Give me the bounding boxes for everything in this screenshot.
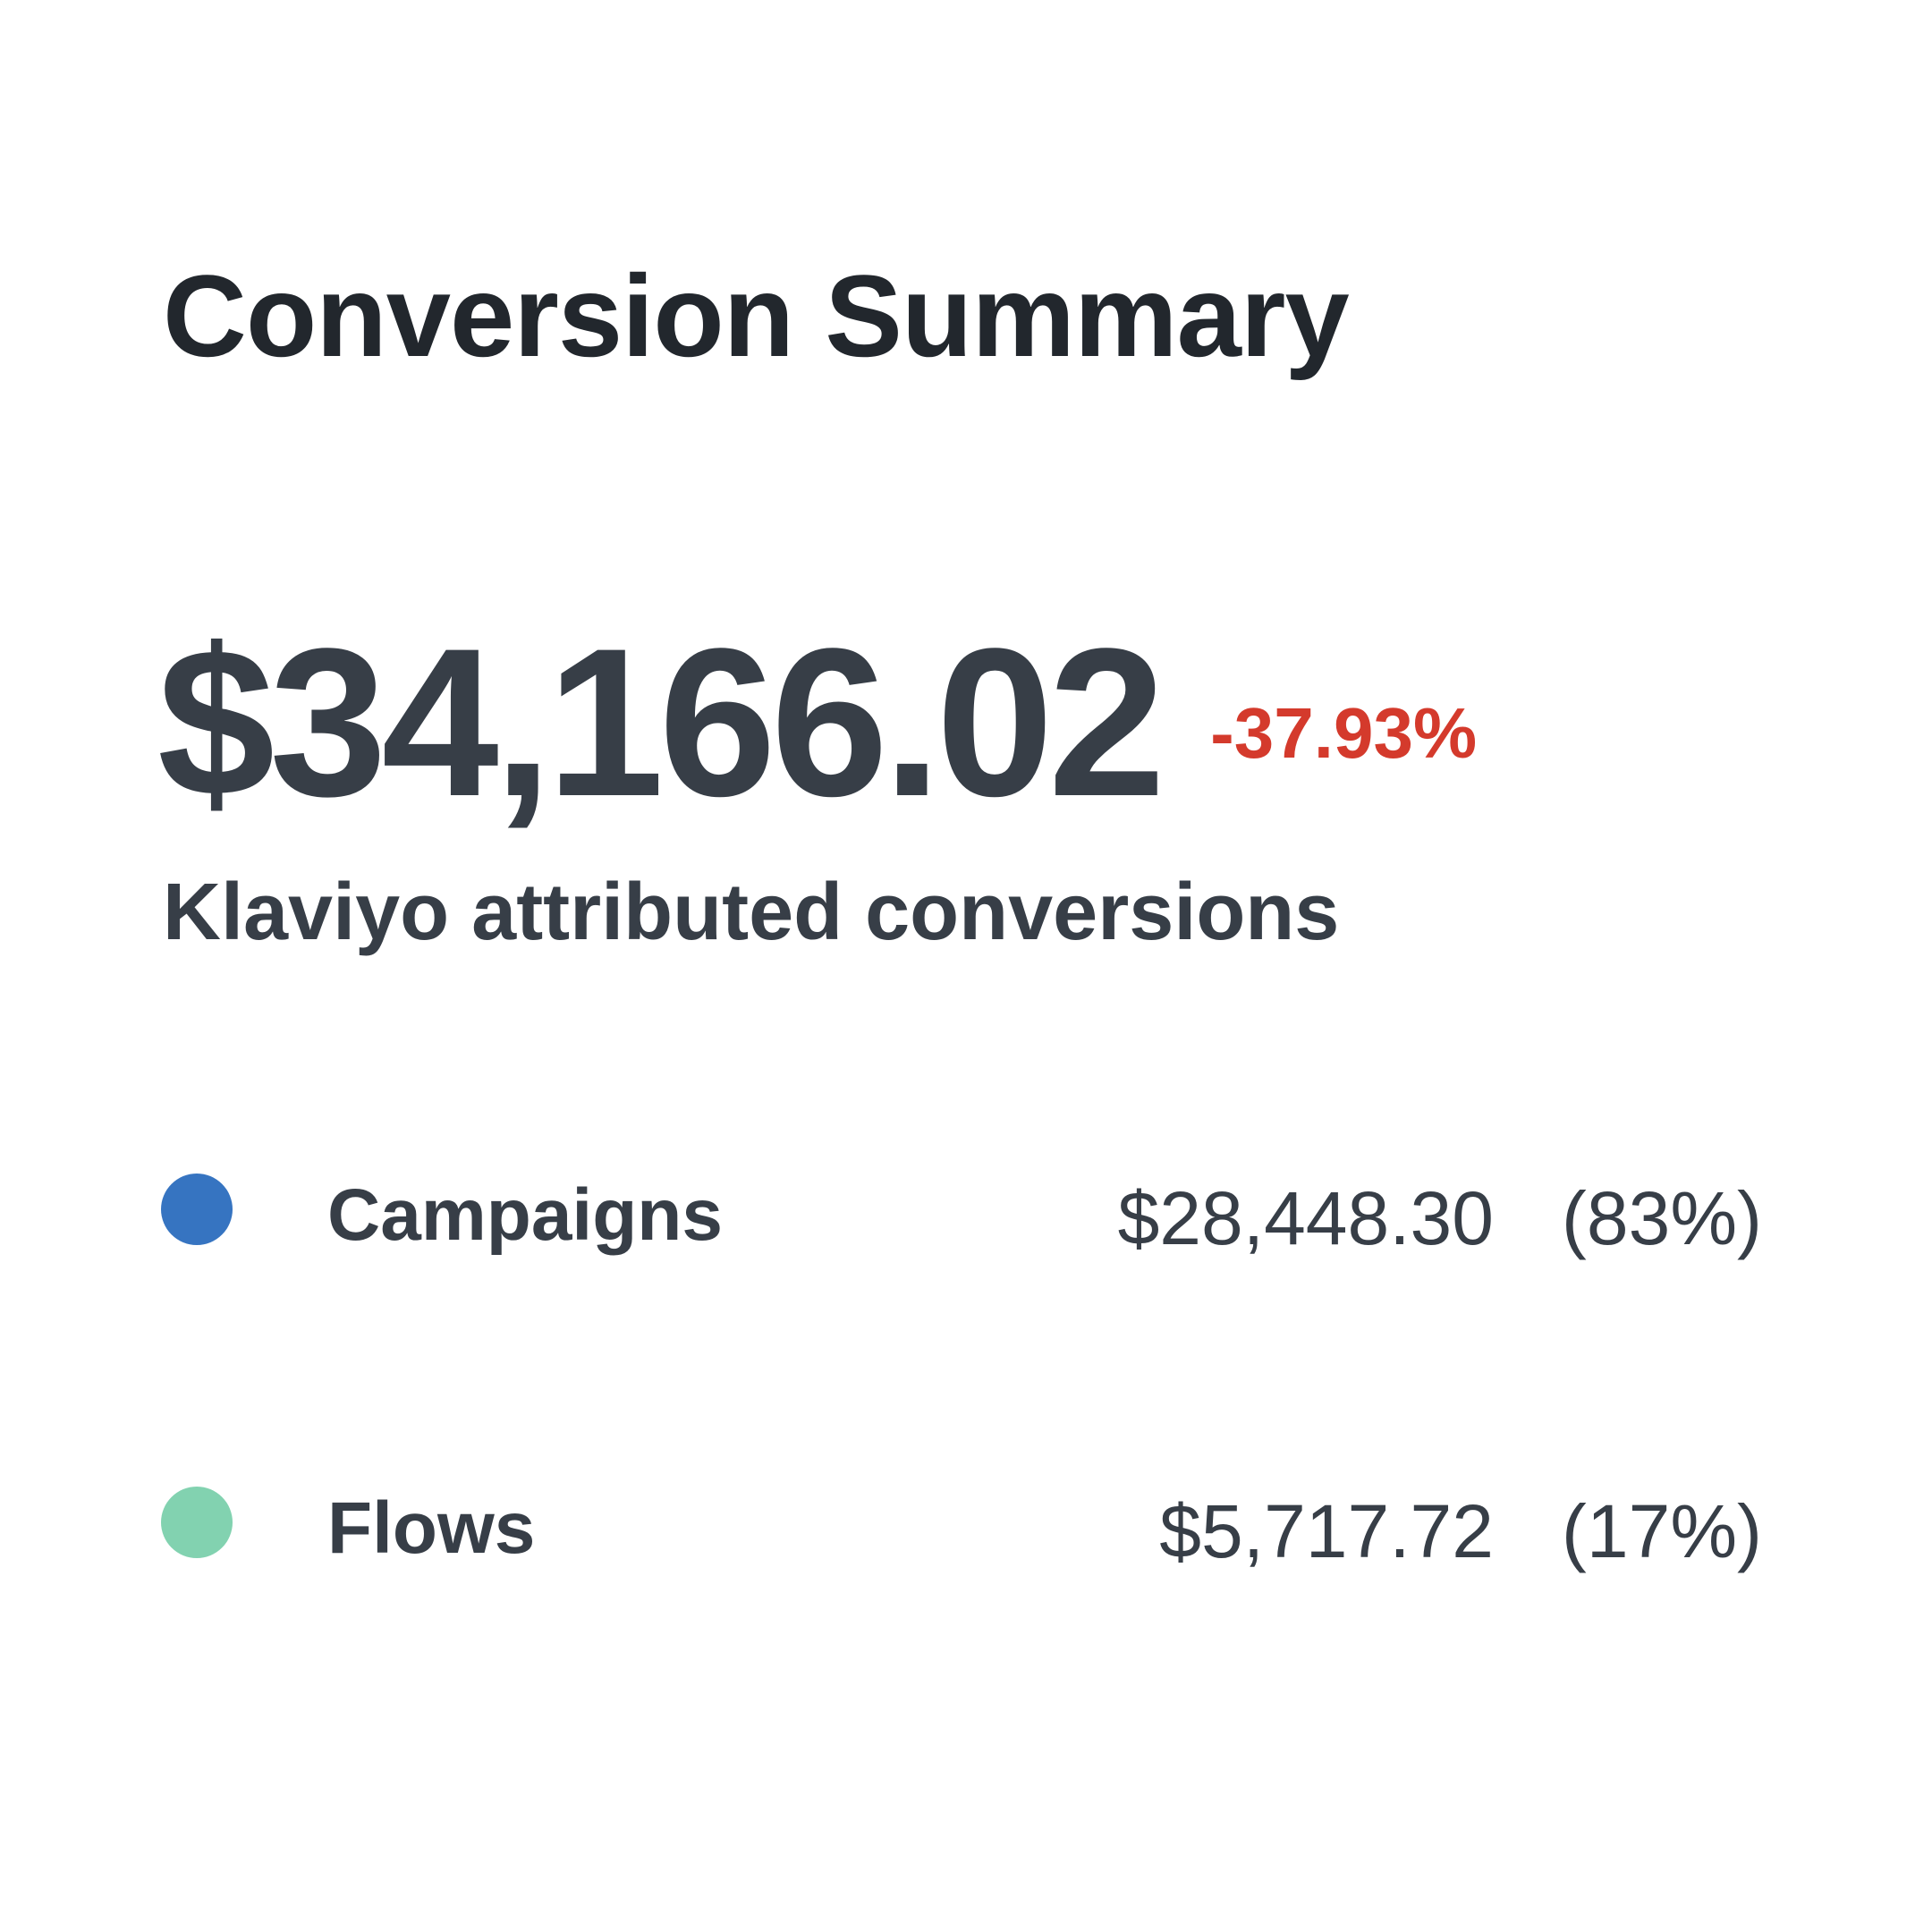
total-row: $34,166.02 -37.93% [157, 617, 1477, 828]
breakdown-percent: (83%) [1561, 1176, 1762, 1260]
breakdown-amount: $5,717.72 [1159, 1489, 1494, 1573]
breakdown-percent: (17%) [1561, 1489, 1762, 1573]
breakdown-label: Campaigns [327, 1174, 723, 1256]
breakdown-label: Flows [327, 1487, 536, 1569]
card-title: Conversion Summary [163, 250, 1350, 381]
change-percentage: -37.93% [1210, 693, 1478, 773]
breakdown-row-campaigns: Campaigns $28,448.30 (83%) [161, 1163, 1762, 1256]
campaigns-dot-icon [161, 1174, 233, 1245]
conversion-breakdown: Campaigns $28,448.30 (83%) Flows $5,717.… [161, 1163, 1771, 1664]
total-subtitle: Klaviyo attributed conversions [163, 868, 1340, 957]
breakdown-row-flows: Flows $5,717.72 (17%) [161, 1476, 1762, 1569]
total-conversion-value: $34,166.02 [157, 605, 1165, 841]
flows-dot-icon [161, 1487, 233, 1558]
breakdown-amount: $28,448.30 [1117, 1176, 1494, 1260]
